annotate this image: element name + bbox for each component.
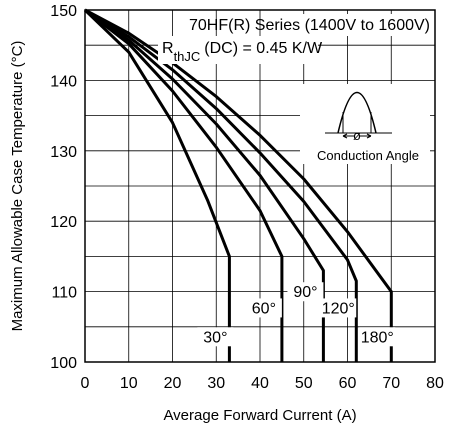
y-tick-label: 140 — [50, 73, 77, 90]
rth-rest: (DC) = 0.45 K/W — [204, 40, 323, 57]
conduction-inset: ø Conduction Angle — [317, 91, 419, 163]
inset-angle-label: ø — [353, 128, 361, 143]
x-tick-label: 40 — [251, 375, 269, 392]
series-title: 70HF(R) Series (1400V to 1600V) — [189, 17, 430, 34]
y-tick-label: 150 — [50, 3, 77, 20]
y-tick-label: 110 — [51, 285, 77, 302]
x-tick-labels: 0 10 20 30 40 50 60 70 80 — [81, 375, 444, 392]
curve-labels: 30° 60° 90° 120° 180° — [197, 282, 396, 347]
y-tick-label: 100 — [50, 355, 77, 372]
series-label-bg — [359, 327, 396, 347]
x-tick-label: 70 — [382, 375, 400, 392]
x-tick-label: 30 — [207, 375, 225, 392]
series-line-90 — [84, 8, 325, 362]
series-label: 30° — [203, 329, 227, 346]
series-label-bg — [245, 298, 282, 318]
plot-frame — [84, 9, 436, 363]
inset-angle-arrow — [342, 133, 372, 139]
x-axis-title: Average Forward Current (A) — [163, 407, 356, 424]
x-tick-label: 60 — [339, 375, 357, 392]
series-label: 60° — [252, 300, 276, 317]
series-line-60 — [84, 8, 284, 362]
inset-pulse — [337, 91, 377, 134]
series-line-120 — [84, 8, 358, 362]
series-label: 120° — [322, 300, 355, 317]
series-label-bg — [197, 327, 234, 347]
rth-symbol: R — [162, 40, 174, 57]
y-tick-label: 130 — [50, 144, 77, 161]
x-tick-label: 20 — [164, 375, 182, 392]
series-label: 90° — [293, 284, 317, 301]
inset-caption: Conduction Angle — [317, 148, 419, 163]
rth-subscript: thJC — [174, 49, 201, 64]
x-tick-label: 50 — [295, 375, 313, 392]
title-annotation-bg — [300, 14, 433, 36]
rth-annotation: RthJC (DC) = 0.45 K/W — [162, 40, 323, 64]
rth-annotation-bg — [158, 36, 318, 64]
series-label-bg — [287, 282, 324, 302]
series-label-bg — [320, 298, 357, 318]
x-tick-label: 10 — [120, 375, 138, 392]
y-tick-label: 120 — [50, 214, 77, 231]
x-tick-label: 0 — [81, 375, 90, 392]
y-tick-labels: 100 110 120 130 140 150 — [50, 3, 77, 372]
series-line-30 — [83, 8, 231, 362]
y-axis-title: Maximum Allowable Case Temperature (°C) — [9, 41, 26, 332]
x-tick-label: 80 — [426, 375, 444, 392]
series-label: 180° — [361, 329, 394, 346]
series-line-180 — [84, 8, 393, 362]
curves — [83, 8, 393, 362]
inset-bg — [300, 84, 430, 164]
